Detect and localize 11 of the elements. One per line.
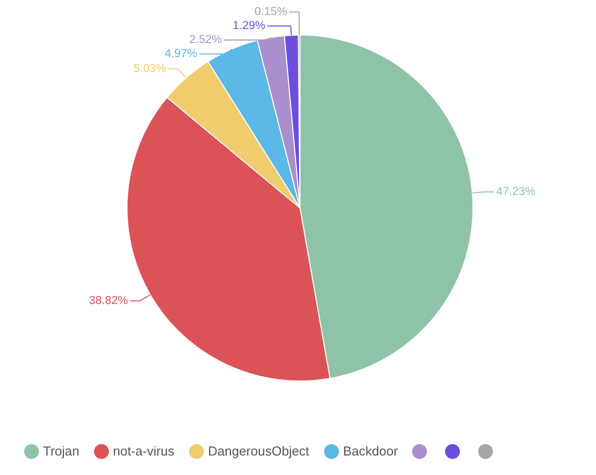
legend-label: Trojan: [43, 444, 80, 459]
data-label: 5.03%: [134, 62, 166, 75]
data-label: 1.29%: [232, 20, 266, 32]
data-label: 4.97%: [164, 48, 198, 60]
data-label: 47.23%: [496, 186, 536, 198]
legend-label: not-a-virus: [113, 444, 175, 459]
data-label: 38.82%: [88, 294, 128, 307]
legend-label: Backdoor: [343, 444, 399, 459]
data-label: 2.52%: [189, 34, 222, 46]
legend-label: DangerousObject: [208, 444, 310, 459]
data-label: 0.15%: [254, 6, 288, 18]
